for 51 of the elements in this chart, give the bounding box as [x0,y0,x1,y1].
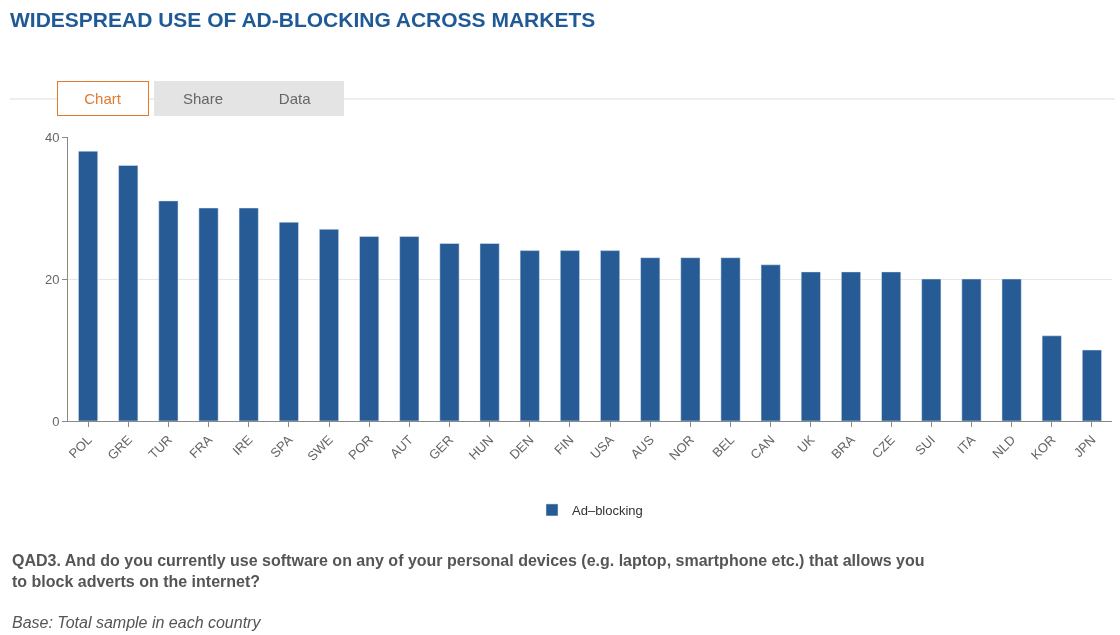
bar [439,243,460,421]
x-tick-label: NLD [989,432,1019,462]
bar [158,200,179,421]
bar [198,207,219,421]
x-tick-label: CZE [868,431,899,462]
x-tick-label: FIN [551,432,577,458]
x-tick-label: FRA [186,431,216,462]
bar [760,264,781,421]
bar [680,257,701,421]
x-tick-label: JPN [1070,432,1099,461]
bar [479,243,500,421]
x-tick-label: BEL [709,432,738,461]
bar [560,250,580,421]
y-tick-label: 0 [52,413,60,429]
bar [800,271,821,421]
bar [359,236,380,421]
text: Base: Total sample in each country [12,614,262,631]
bar [1041,335,1062,421]
x-tick-label: USA [587,431,618,462]
legend-label: Ad–blocking [572,503,643,519]
bar [278,221,299,421]
bar [961,278,982,421]
bar [600,250,620,421]
bar [921,278,942,421]
bar [238,207,259,421]
x-tick-label: SUI [912,432,939,459]
y-tick-label: 20 [44,271,60,287]
bar [720,257,741,421]
y-tick-label: 40 [44,129,60,145]
x-tick-label: SPA [267,431,296,461]
bar [319,229,339,421]
bar [1001,278,1022,421]
bar [519,250,540,421]
bar [640,257,661,421]
bar [1082,349,1102,421]
text: Share [182,90,224,107]
x-tick-label: IRE [229,431,256,459]
bar [841,271,861,421]
x-tick-label: BRA [828,431,858,462]
bar [881,271,902,421]
text: QAD3. And do you currently use software on any of your personal devices (e.g. laptop, smartphone etc.) that allows you to block adverts on the internet? [12,552,925,590]
bar [78,150,98,421]
text: Data [278,90,312,107]
x-tick-label: ITA [953,431,979,457]
bar [118,165,139,421]
text: Chart [84,90,122,107]
chart-title: WIDESPREAD USE OF AD-BLOCKING ACROSS MARKETS [10,8,596,32]
bar [399,236,420,421]
x-tick-label: TUR [145,432,176,462]
x-tick-label: UK [794,431,818,456]
x-tick-label: POL [65,432,95,462]
